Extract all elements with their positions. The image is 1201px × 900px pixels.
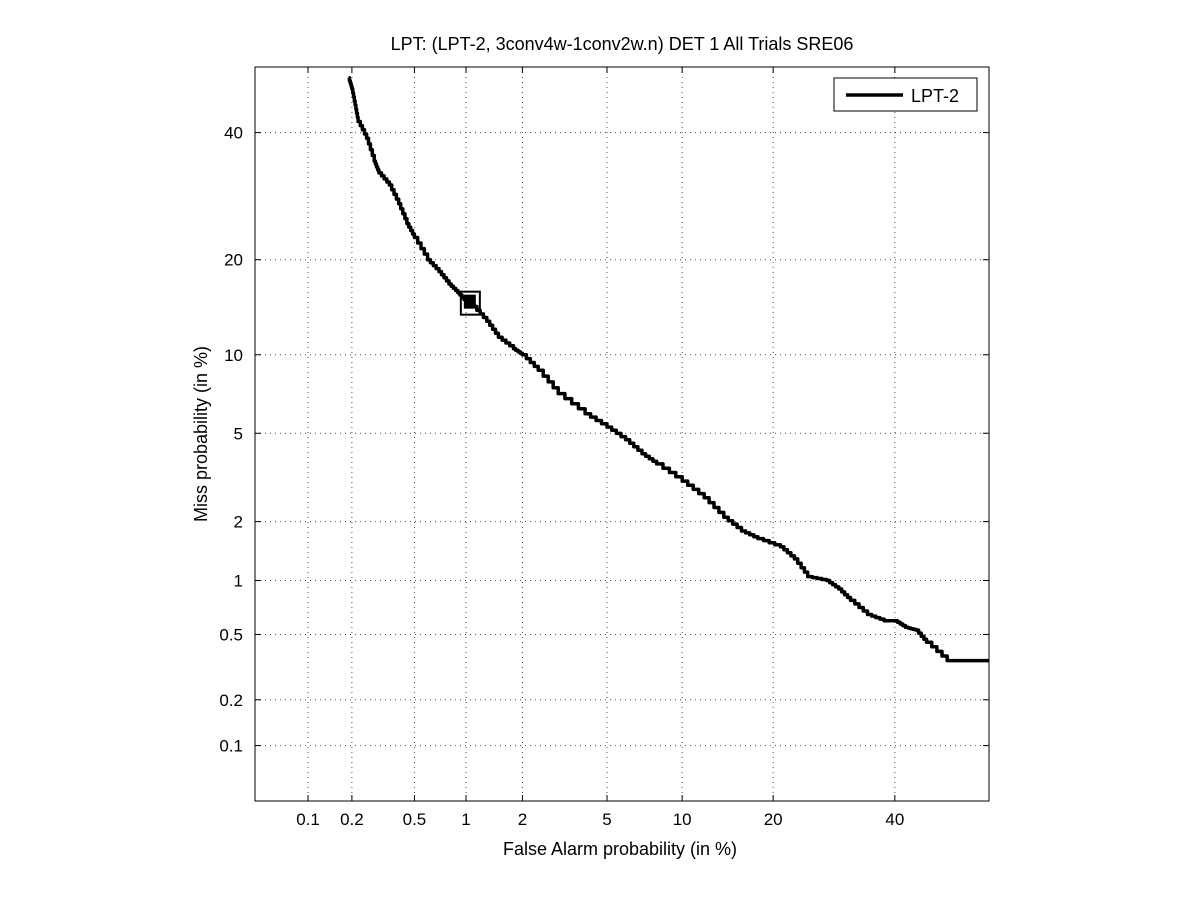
y-tick-label: 5 [234,424,243,443]
y-tick-labels: 0.1 0.2 0.5 1 2 5 10 20 40 [219,124,243,756]
operating-point-fill [463,294,476,309]
y-tick-label: 0.1 [219,737,243,756]
legend-label-lpt-2: LPT-2 [911,86,959,106]
x-tick-label: 0.2 [340,810,364,829]
x-tick-label: 40 [885,810,904,829]
y-tick-label: 10 [224,346,243,365]
x-tick-label: 0.5 [403,810,427,829]
x-tick-label: 5 [602,810,611,829]
series-layer [347,76,989,663]
y-tick-label: 40 [224,124,243,143]
y-tick-label: 20 [224,251,243,270]
y-tick-label: 1 [234,572,243,591]
chart-title: LPT: (LPT-2, 3conv4w-1conv2w.n) DET 1 Al… [391,34,854,54]
y-tick-label: 0.5 [219,625,243,644]
x-tick-label: 10 [673,810,692,829]
y-axis-label: Miss probability (in %) [191,346,211,522]
x-tick-label: 20 [764,810,783,829]
plot-frame [254,66,990,802]
legend: LPT-2 [833,77,978,112]
x-tick-label: 0.1 [296,810,320,829]
y-tick-label: 0.2 [219,691,243,710]
x-tick-label: 1 [461,810,470,829]
series-line-lpt-2 [347,76,989,663]
operating-point-marker [459,290,481,316]
y-tick-label: 2 [234,513,243,532]
axis-ticks [255,67,989,801]
x-axis-label: False Alarm probability (in %) [503,839,737,859]
x-tick-label: 2 [518,810,527,829]
x-tick-labels: 0.1 0.2 0.5 1 2 5 10 20 40 [296,810,904,829]
